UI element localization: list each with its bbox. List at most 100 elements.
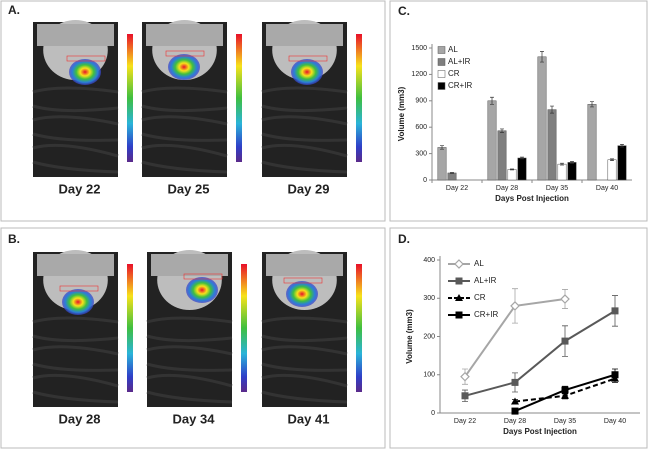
panel-label: D. xyxy=(398,232,410,246)
error-bar xyxy=(440,145,444,150)
y-tick-label: 300 xyxy=(415,150,427,157)
legend-marker xyxy=(455,294,463,301)
signal xyxy=(291,59,323,85)
image-texture xyxy=(141,115,228,126)
mouse-body xyxy=(37,24,114,46)
bar xyxy=(617,145,627,181)
panel-frame xyxy=(389,227,648,449)
bar xyxy=(497,130,507,181)
signal xyxy=(168,54,200,80)
error-bar xyxy=(540,51,544,63)
mouse-body xyxy=(151,254,228,276)
x-axis-label: Days Post Injection xyxy=(503,427,577,436)
x-tick-label: Day 28 xyxy=(504,418,526,425)
marker xyxy=(461,392,469,400)
marker xyxy=(511,397,519,405)
legend-label: AL+IR xyxy=(448,57,471,66)
error-bar xyxy=(610,158,614,161)
roi-box xyxy=(183,273,223,280)
panel-label: C. xyxy=(398,4,410,18)
roi-box xyxy=(288,55,328,62)
marker xyxy=(561,337,569,345)
x-tick-label: Day 40 xyxy=(604,418,626,425)
y-tick-label: 1500 xyxy=(411,45,427,52)
image-texture xyxy=(141,104,228,113)
image-texture xyxy=(261,373,348,388)
legend-label: CR xyxy=(448,69,460,78)
legend-swatch xyxy=(437,70,446,78)
image-texture xyxy=(141,86,228,94)
image-texture xyxy=(261,115,348,126)
error-bar xyxy=(560,162,564,166)
image-texture xyxy=(146,345,233,356)
x-tick-label: Day 22 xyxy=(454,418,476,425)
roi-box xyxy=(165,50,205,57)
bar xyxy=(537,56,547,181)
roi-box xyxy=(283,277,323,284)
signal xyxy=(186,277,218,303)
signal xyxy=(62,289,94,315)
image-texture xyxy=(32,132,119,142)
image-texture xyxy=(32,143,119,158)
image-texture xyxy=(141,143,228,158)
marker xyxy=(460,371,470,382)
panel-frame xyxy=(0,0,386,222)
marker xyxy=(611,371,619,379)
roi-box xyxy=(59,285,99,292)
legend-marker xyxy=(455,277,463,285)
legend-swatch xyxy=(437,82,446,90)
y-tick-label: 900 xyxy=(415,98,427,105)
image-texture xyxy=(261,390,348,404)
line xyxy=(464,310,616,397)
image-texture xyxy=(146,390,233,404)
y-tick-label: 0 xyxy=(431,410,435,417)
image-texture xyxy=(261,345,348,356)
legend-swatch xyxy=(437,58,446,66)
color-scale xyxy=(236,34,242,162)
marker xyxy=(561,386,569,394)
legend-label: CR xyxy=(474,293,486,302)
x-tick-label: Day 40 xyxy=(596,185,618,192)
image-texture xyxy=(261,86,348,94)
image-texture xyxy=(32,160,119,174)
image-texture xyxy=(146,373,233,388)
y-tick-label: 100 xyxy=(423,372,435,379)
bar xyxy=(437,147,447,181)
image-texture xyxy=(32,86,119,94)
image-texture xyxy=(32,316,119,324)
panel-label: B. xyxy=(8,232,20,246)
image-texture xyxy=(146,334,233,343)
marker xyxy=(611,307,619,315)
image-texture xyxy=(32,115,119,126)
error-bar xyxy=(510,168,514,171)
panel-label: A. xyxy=(8,3,20,17)
legend-label: CR+IR xyxy=(474,310,498,319)
x-tick-label: Day 35 xyxy=(546,185,568,192)
bar xyxy=(507,169,517,181)
color-scale xyxy=(127,34,133,162)
image-texture xyxy=(32,373,119,388)
error-bar xyxy=(570,161,574,164)
error-bar xyxy=(450,172,454,174)
y-tick-label: 200 xyxy=(423,333,435,340)
bar xyxy=(547,109,557,181)
image-texture xyxy=(141,132,228,142)
x-tick-label: Day 28 xyxy=(496,185,518,192)
y-tick-label: 300 xyxy=(423,295,435,302)
image-texture xyxy=(261,362,348,372)
mouse-body xyxy=(266,24,343,46)
legend-label: CR+IR xyxy=(448,81,472,90)
panel-frame xyxy=(0,227,386,449)
signal xyxy=(69,59,101,85)
image-texture xyxy=(261,104,348,113)
bar xyxy=(587,104,597,181)
legend-marker xyxy=(455,311,463,319)
error-bar xyxy=(490,96,494,105)
image-texture xyxy=(261,334,348,343)
marker xyxy=(560,294,570,304)
image-texture xyxy=(141,160,228,174)
roi-box xyxy=(66,55,106,62)
bar xyxy=(487,100,497,181)
image-texture xyxy=(146,316,233,324)
y-axis-label: Volume (mm3) xyxy=(397,86,406,141)
